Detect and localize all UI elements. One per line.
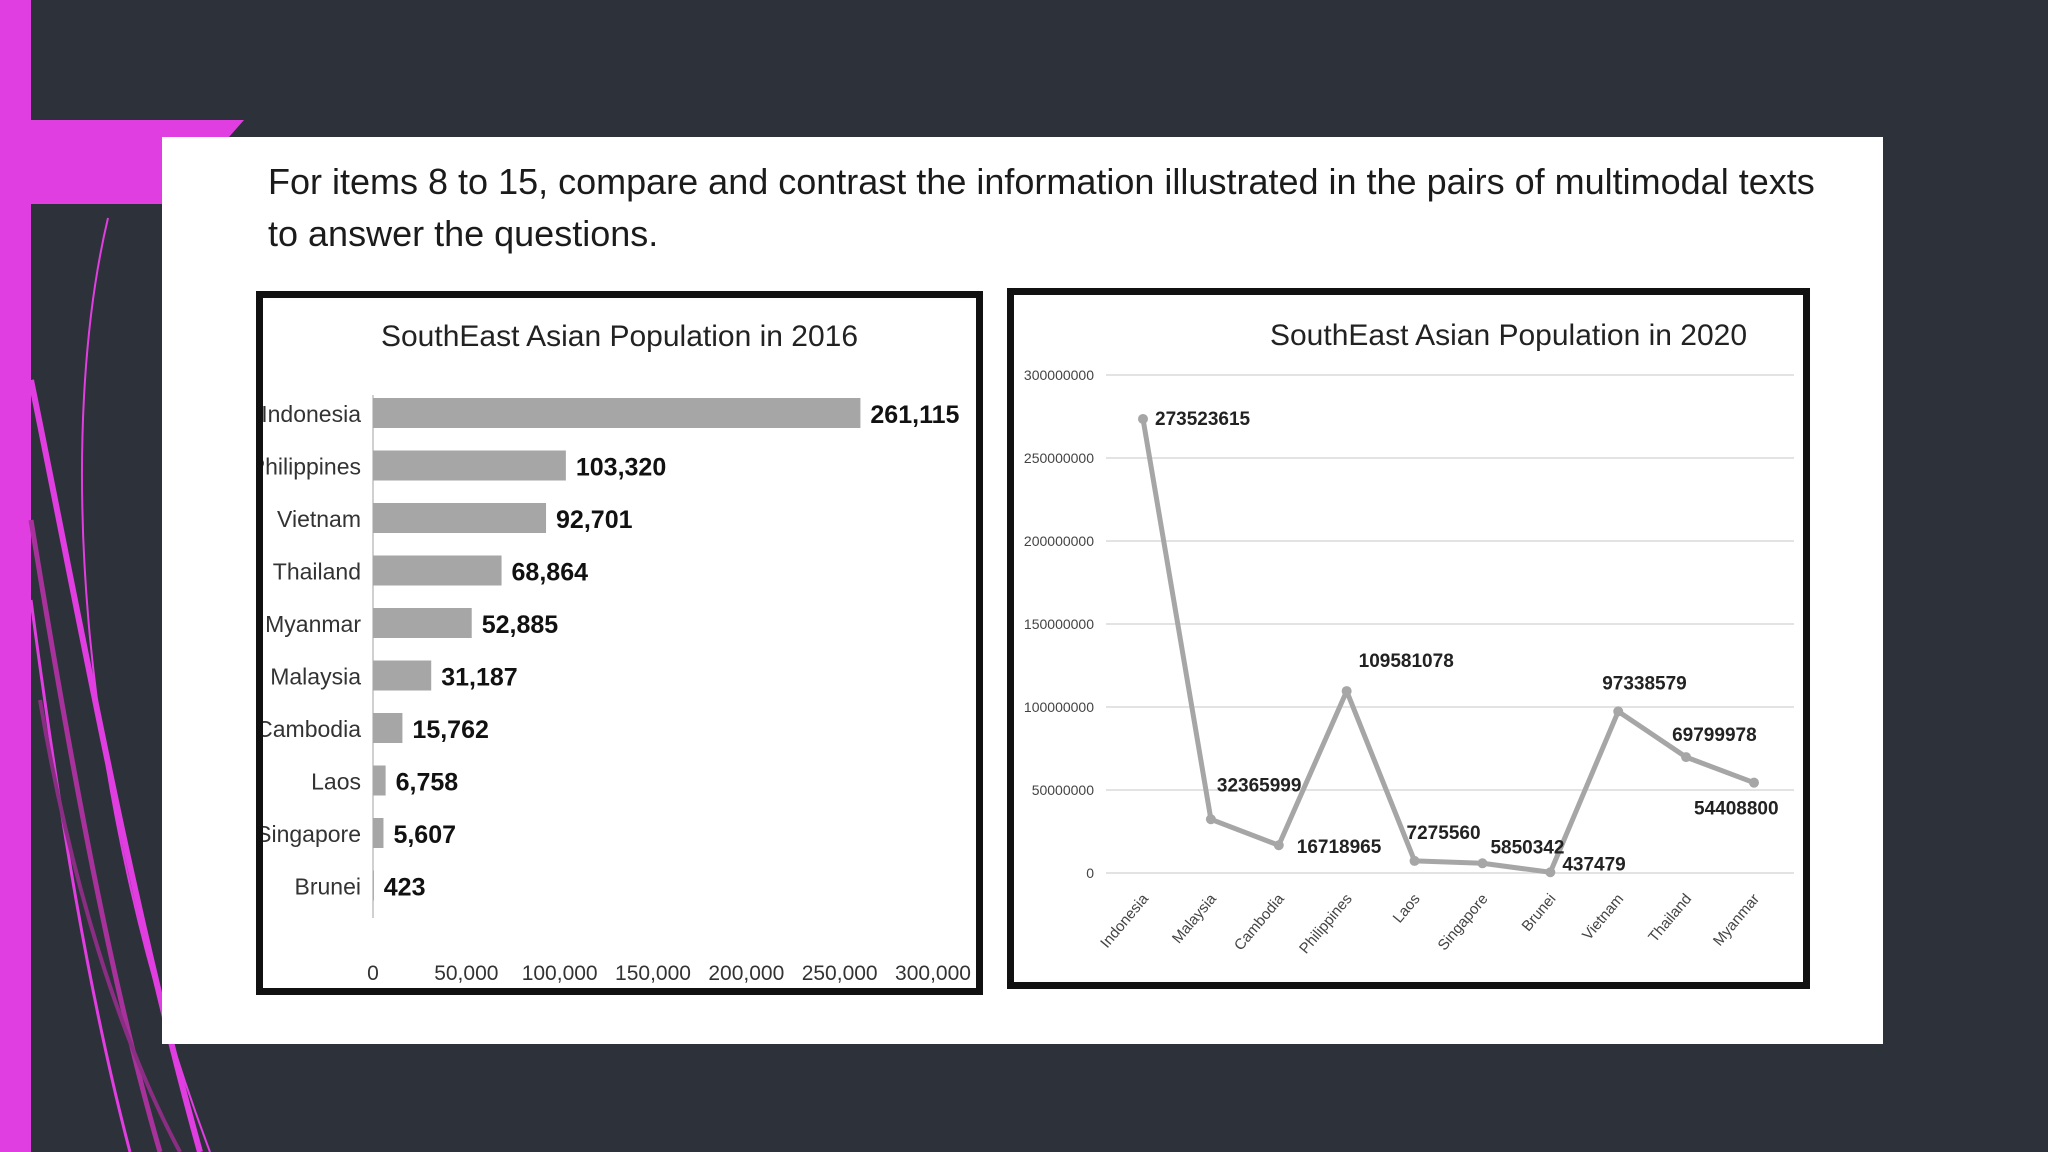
data-point — [1477, 858, 1488, 869]
x-tick-label: Malaysia — [1169, 890, 1220, 947]
x-tick-label: Indonesia — [1097, 890, 1152, 951]
data-label: 103,320 — [576, 454, 666, 482]
y-tick-label: 50000000 — [1032, 782, 1095, 798]
data-point — [1409, 855, 1420, 866]
data-label: 32365999 — [1217, 775, 1302, 796]
data-label: 437479 — [1562, 854, 1625, 875]
category-label: Thailand — [273, 559, 361, 585]
x-tick-label: Vietnam — [1579, 891, 1627, 944]
bar — [373, 555, 502, 586]
x-tick-label: Philippines — [1296, 891, 1356, 958]
bar — [373, 450, 566, 481]
bar — [373, 503, 547, 533]
y-tick-label: 100000000 — [1024, 699, 1094, 715]
x-tick-label: Singapore — [1435, 891, 1492, 954]
data-label: 109581078 — [1359, 651, 1454, 672]
data-point — [1341, 686, 1352, 697]
data-label: 52,885 — [482, 611, 559, 639]
y-tick-label: 150000000 — [1024, 616, 1094, 632]
slide-content: For items 8 to 15, compare and contrast … — [162, 137, 1883, 1044]
data-label: 16718965 — [1297, 837, 1382, 858]
data-point — [1613, 706, 1624, 717]
category-label: Laos — [311, 769, 361, 795]
bar — [373, 713, 403, 743]
data-label: 273523615 — [1155, 409, 1251, 430]
data-label: 68,864 — [512, 559, 589, 587]
y-tick-label: 0 — [1086, 865, 1094, 881]
y-tick-label: 250000000 — [1024, 450, 1094, 466]
y-tick-label: 200000000 — [1024, 533, 1094, 549]
data-label: 5,607 — [393, 821, 456, 849]
data-point — [1138, 413, 1148, 424]
x-tick-label: Myanmar — [1710, 891, 1763, 950]
x-tick-label: Cambodia — [1231, 890, 1288, 954]
data-label: 92,701 — [556, 506, 633, 534]
line-chart: 0 50000000 100000000 150000000 200000000 2500… — [1024, 367, 1794, 958]
category-label: Myanmar — [265, 611, 361, 637]
x-tick-label: Laos — [1390, 891, 1424, 927]
data-point — [1273, 840, 1284, 851]
data-point — [1681, 752, 1692, 763]
category-label: Singapore — [263, 821, 361, 847]
data-point — [1749, 777, 1759, 788]
title-flag — [0, 120, 170, 204]
data-point — [1545, 867, 1556, 878]
y-tick-label: 300000000 — [1024, 367, 1094, 383]
data-label: 31,187 — [441, 664, 517, 692]
data-label: 261,115 — [870, 401, 959, 429]
category-label: Philippines — [263, 454, 361, 480]
x-tick-label: Thailand — [1645, 891, 1695, 946]
x-tick-label: 300,000 — [895, 962, 971, 985]
category-label: Vietnam — [277, 506, 361, 532]
data-label: 423 — [384, 874, 426, 902]
bar — [373, 765, 386, 796]
instruction-text: For items 8 to 15, compare and contrast … — [268, 161, 1815, 254]
series-line — [1140, 418, 1755, 875]
bar — [373, 660, 432, 691]
category-label: Cambodia — [263, 716, 361, 742]
x-tick-label: 250,000 — [802, 962, 878, 985]
data-label: 69799978 — [1672, 725, 1757, 746]
data-label: 97338579 — [1602, 673, 1687, 694]
data-label: 5850342 — [1490, 837, 1564, 858]
bar-chart-title: SouthEast Asian Population in 2016 — [380, 320, 859, 353]
line-chart-title: SouthEast Asian Population in 2020 — [1269, 319, 1748, 352]
line-chart-panel: SouthEast Asian Population in 2020 0 5000… — [1007, 288, 1810, 989]
category-label: Indonesia — [263, 401, 361, 427]
x-tick-label: Brunei — [1519, 891, 1560, 935]
bar — [373, 398, 861, 428]
data-point — [1205, 814, 1216, 825]
data-label: 54408800 — [1694, 799, 1779, 820]
category-label: Brunei — [295, 874, 361, 900]
bar — [373, 818, 384, 848]
bar-chart: Indonesia 261,115 Philippines 103,320 Vietna… — [263, 395, 971, 985]
x-tick-label: 150,000 — [615, 962, 691, 985]
bar — [373, 608, 472, 638]
data-label: 15,762 — [412, 716, 488, 744]
category-label: Malaysia — [270, 664, 361, 690]
bar-chart-panel: SouthEast Asian Population in 2016 Indon… — [256, 291, 983, 995]
data-label: 7275560 — [1407, 823, 1481, 844]
x-tick-label: 100,000 — [522, 962, 598, 985]
x-tick-label: 200,000 — [708, 962, 784, 985]
x-tick-label: 50,000 — [434, 962, 498, 985]
data-label: 6,758 — [396, 769, 459, 797]
bar — [373, 870, 374, 901]
x-tick-label: 0 — [367, 962, 379, 985]
